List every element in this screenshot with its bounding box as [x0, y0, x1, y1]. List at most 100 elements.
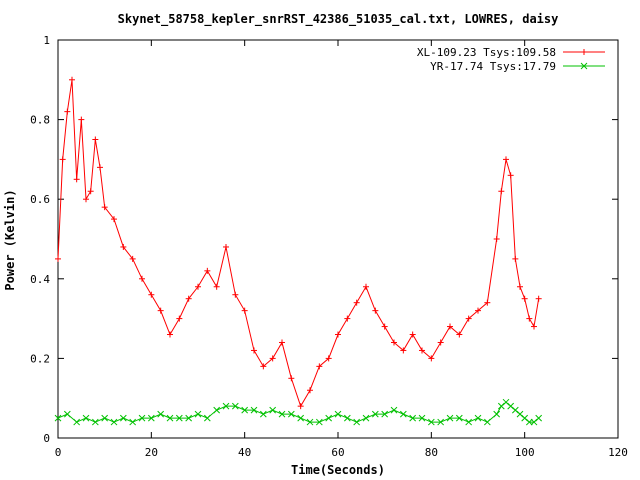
data-point [111, 216, 117, 223]
data-point [297, 414, 305, 422]
data-point [343, 414, 351, 422]
x-tick-label: 80 [425, 446, 438, 459]
data-point [175, 414, 183, 422]
data-point [73, 418, 81, 426]
data-point [287, 410, 295, 418]
data-point [316, 363, 323, 370]
data-point [203, 414, 211, 422]
x-tick-label: 0 [55, 446, 62, 459]
data-point [194, 410, 202, 418]
data-point [269, 355, 276, 362]
data-point [213, 406, 221, 414]
data-point [475, 307, 481, 314]
data-point [120, 243, 127, 250]
data-point [335, 331, 341, 338]
data-point [353, 418, 361, 426]
data-point [390, 406, 398, 414]
data-point [157, 307, 164, 314]
data-point [531, 323, 537, 330]
data-point [381, 323, 388, 330]
data-point [400, 347, 407, 354]
data-point [474, 414, 482, 422]
y-tick-label: 0.2 [30, 352, 50, 365]
data-point [521, 295, 528, 302]
data-point [176, 315, 183, 322]
legend-label: YR-17.74 Tsys:17.79 [430, 60, 556, 73]
data-point [231, 402, 239, 410]
data-point [344, 315, 351, 322]
data-point [259, 410, 267, 418]
legend-marker [580, 62, 588, 70]
data-point [147, 414, 155, 422]
data-point [381, 410, 389, 418]
data-point [372, 307, 379, 314]
data-point [251, 347, 257, 354]
y-tick-label: 1 [43, 34, 50, 47]
data-point [97, 164, 103, 171]
legend-label: XL-109.23 Tsys:109.58 [417, 46, 556, 59]
data-point [195, 283, 201, 290]
data-point [223, 243, 229, 250]
y-tick-label: 0.6 [30, 193, 50, 206]
data-point [455, 414, 463, 422]
data-point [138, 414, 146, 422]
data-point [241, 406, 249, 414]
data-point [507, 172, 514, 179]
data-point [101, 414, 109, 422]
data-point [185, 414, 193, 422]
data-point [69, 76, 75, 83]
x-tick-label: 100 [515, 446, 535, 459]
data-point [428, 355, 435, 362]
data-point [119, 414, 127, 422]
data-point [526, 315, 533, 322]
data-point [269, 406, 277, 414]
data-point [512, 255, 519, 262]
data-point [391, 339, 397, 346]
data-point [91, 418, 99, 426]
data-point [465, 418, 473, 426]
data-point [241, 307, 248, 314]
data-point [59, 156, 66, 163]
data-point [334, 410, 342, 418]
data-point [427, 418, 435, 426]
data-point [157, 410, 165, 418]
data-point [325, 414, 333, 422]
data-point [73, 176, 80, 183]
data-point [278, 410, 286, 418]
data-point [535, 414, 543, 422]
data-point [353, 299, 360, 306]
x-tick-label: 40 [238, 446, 251, 459]
x-tick-label: 20 [145, 446, 158, 459]
data-point [493, 236, 500, 242]
data-point [325, 355, 332, 362]
data-point [371, 410, 379, 418]
data-point [446, 414, 454, 422]
data-point [166, 414, 174, 422]
data-point [503, 156, 509, 163]
data-point [55, 255, 61, 262]
series-2 [54, 398, 543, 426]
x-tick-label: 60 [331, 446, 344, 459]
data-point [260, 363, 267, 370]
data-point [82, 414, 90, 422]
x-axis-label: Time(Seconds) [291, 463, 385, 477]
data-point [279, 339, 285, 346]
y-tick-label: 0 [43, 432, 50, 445]
data-point [493, 410, 501, 418]
data-point [78, 116, 85, 123]
data-point [447, 323, 453, 330]
data-point [222, 402, 230, 410]
data-point [139, 275, 145, 282]
data-point [232, 291, 239, 298]
y-tick-label: 0.8 [30, 114, 50, 127]
data-point [101, 204, 108, 211]
data-point [306, 418, 314, 426]
data-point [456, 331, 463, 338]
data-point [148, 291, 155, 298]
data-point [418, 414, 426, 422]
data-point [315, 418, 323, 426]
data-point [83, 196, 89, 203]
plot-frame [57, 39, 619, 439]
data-point [204, 267, 211, 274]
